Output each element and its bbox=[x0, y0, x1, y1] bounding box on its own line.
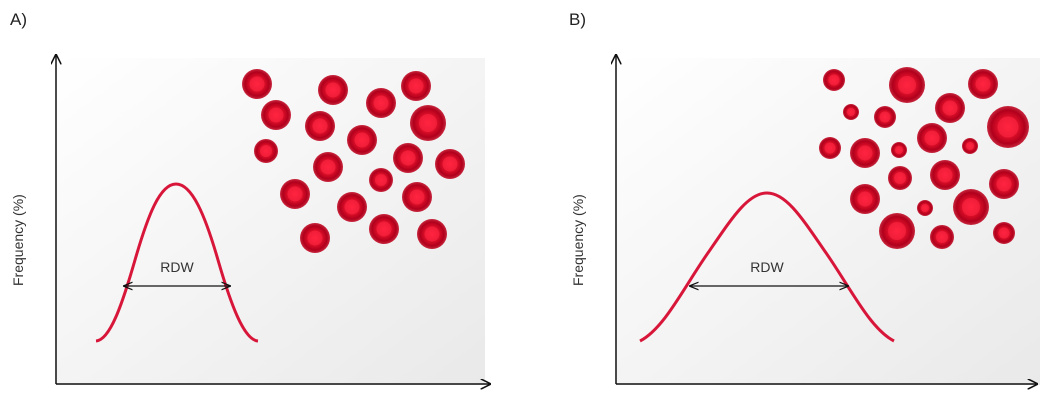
panel-b-red-blood-cell-center bbox=[998, 227, 1010, 239]
panel-a-cells bbox=[242, 69, 465, 253]
panel-b-red-blood-cell-center bbox=[895, 146, 903, 154]
panel-b-red-blood-cell-center bbox=[921, 204, 929, 212]
panel-a-red-blood-cell-center bbox=[424, 226, 440, 242]
panel-a-red-blood-cell-center bbox=[408, 78, 424, 94]
panel-b: RDW B) Frequency (%) bbox=[560, 0, 1040, 393]
panel-b-red-blood-cell-center bbox=[888, 222, 906, 240]
panel-a-red-blood-cell-center bbox=[400, 150, 416, 166]
panel-b-red-blood-cell-center bbox=[898, 76, 916, 94]
panel-a-red-blood-cell-center bbox=[325, 82, 341, 98]
panel-a-red-blood-cell-center bbox=[260, 145, 272, 157]
panel-b-red-blood-cell-center bbox=[936, 231, 948, 243]
panel-b-red-blood-cell-center bbox=[966, 142, 974, 150]
panel-b-letter: B) bbox=[569, 10, 586, 29]
panel-b-red-blood-cell-center bbox=[879, 111, 891, 123]
panel-a-letter: A) bbox=[10, 10, 27, 29]
panel-a-red-blood-cell-center bbox=[287, 186, 303, 202]
panel-b-red-blood-cell-center bbox=[857, 191, 873, 207]
panel-a-red-blood-cell-center bbox=[442, 156, 458, 172]
panel-a-red-blood-cell-center bbox=[268, 107, 284, 123]
panel-b-red-blood-cell-center bbox=[996, 176, 1012, 192]
panel-a-red-blood-cell-center bbox=[320, 159, 336, 175]
panel-a-distribution-curve bbox=[95, 182, 259, 343]
panel-b-red-blood-cell-center bbox=[824, 142, 836, 154]
panel-a-red-blood-cell-center bbox=[419, 114, 437, 132]
panel-b-red-blood-cell-center bbox=[894, 172, 906, 184]
panel-b-red-blood-cell-center bbox=[997, 116, 1019, 138]
panel-a-red-blood-cell-center bbox=[344, 199, 360, 215]
panel-b-red-blood-cell-center bbox=[857, 145, 873, 161]
panel-b-rdw-label: RDW bbox=[750, 259, 784, 275]
panel-a-red-blood-cell-center bbox=[409, 189, 425, 205]
panel-a-red-blood-cell-center bbox=[307, 230, 323, 246]
panel-a-red-blood-cell-center bbox=[373, 95, 389, 111]
panel-b-plot: RDW bbox=[560, 0, 1040, 393]
panel-a-red-blood-cell-center bbox=[312, 118, 328, 134]
panel-b-y-axis-label: Frequency (%) bbox=[570, 194, 586, 286]
panel-a-red-blood-cell-center bbox=[376, 221, 392, 237]
panel-a-y-axis-label: Frequency (%) bbox=[10, 194, 26, 286]
panel-b-red-blood-cell-center bbox=[847, 108, 855, 116]
panel-b-red-blood-cell-center bbox=[975, 76, 991, 92]
panel-b-red-blood-cell-center bbox=[937, 167, 953, 183]
panel-b-red-blood-cell-center bbox=[828, 74, 840, 86]
panel-a: RDW A) Frequency (%) bbox=[0, 0, 520, 393]
panel-a-red-blood-cell-center bbox=[375, 174, 387, 186]
panel-b-red-blood-cell-center bbox=[924, 130, 940, 146]
panel-a-red-blood-cell-center bbox=[249, 76, 265, 92]
panel-b-red-blood-cell-center bbox=[962, 198, 980, 216]
panel-a-red-blood-cell-center bbox=[354, 132, 370, 148]
panel-a-rdw-label: RDW bbox=[160, 259, 194, 275]
panel-a-plot: RDW bbox=[0, 0, 520, 393]
panel-b-red-blood-cell-center bbox=[942, 100, 958, 116]
panel-b-cells bbox=[819, 67, 1029, 249]
